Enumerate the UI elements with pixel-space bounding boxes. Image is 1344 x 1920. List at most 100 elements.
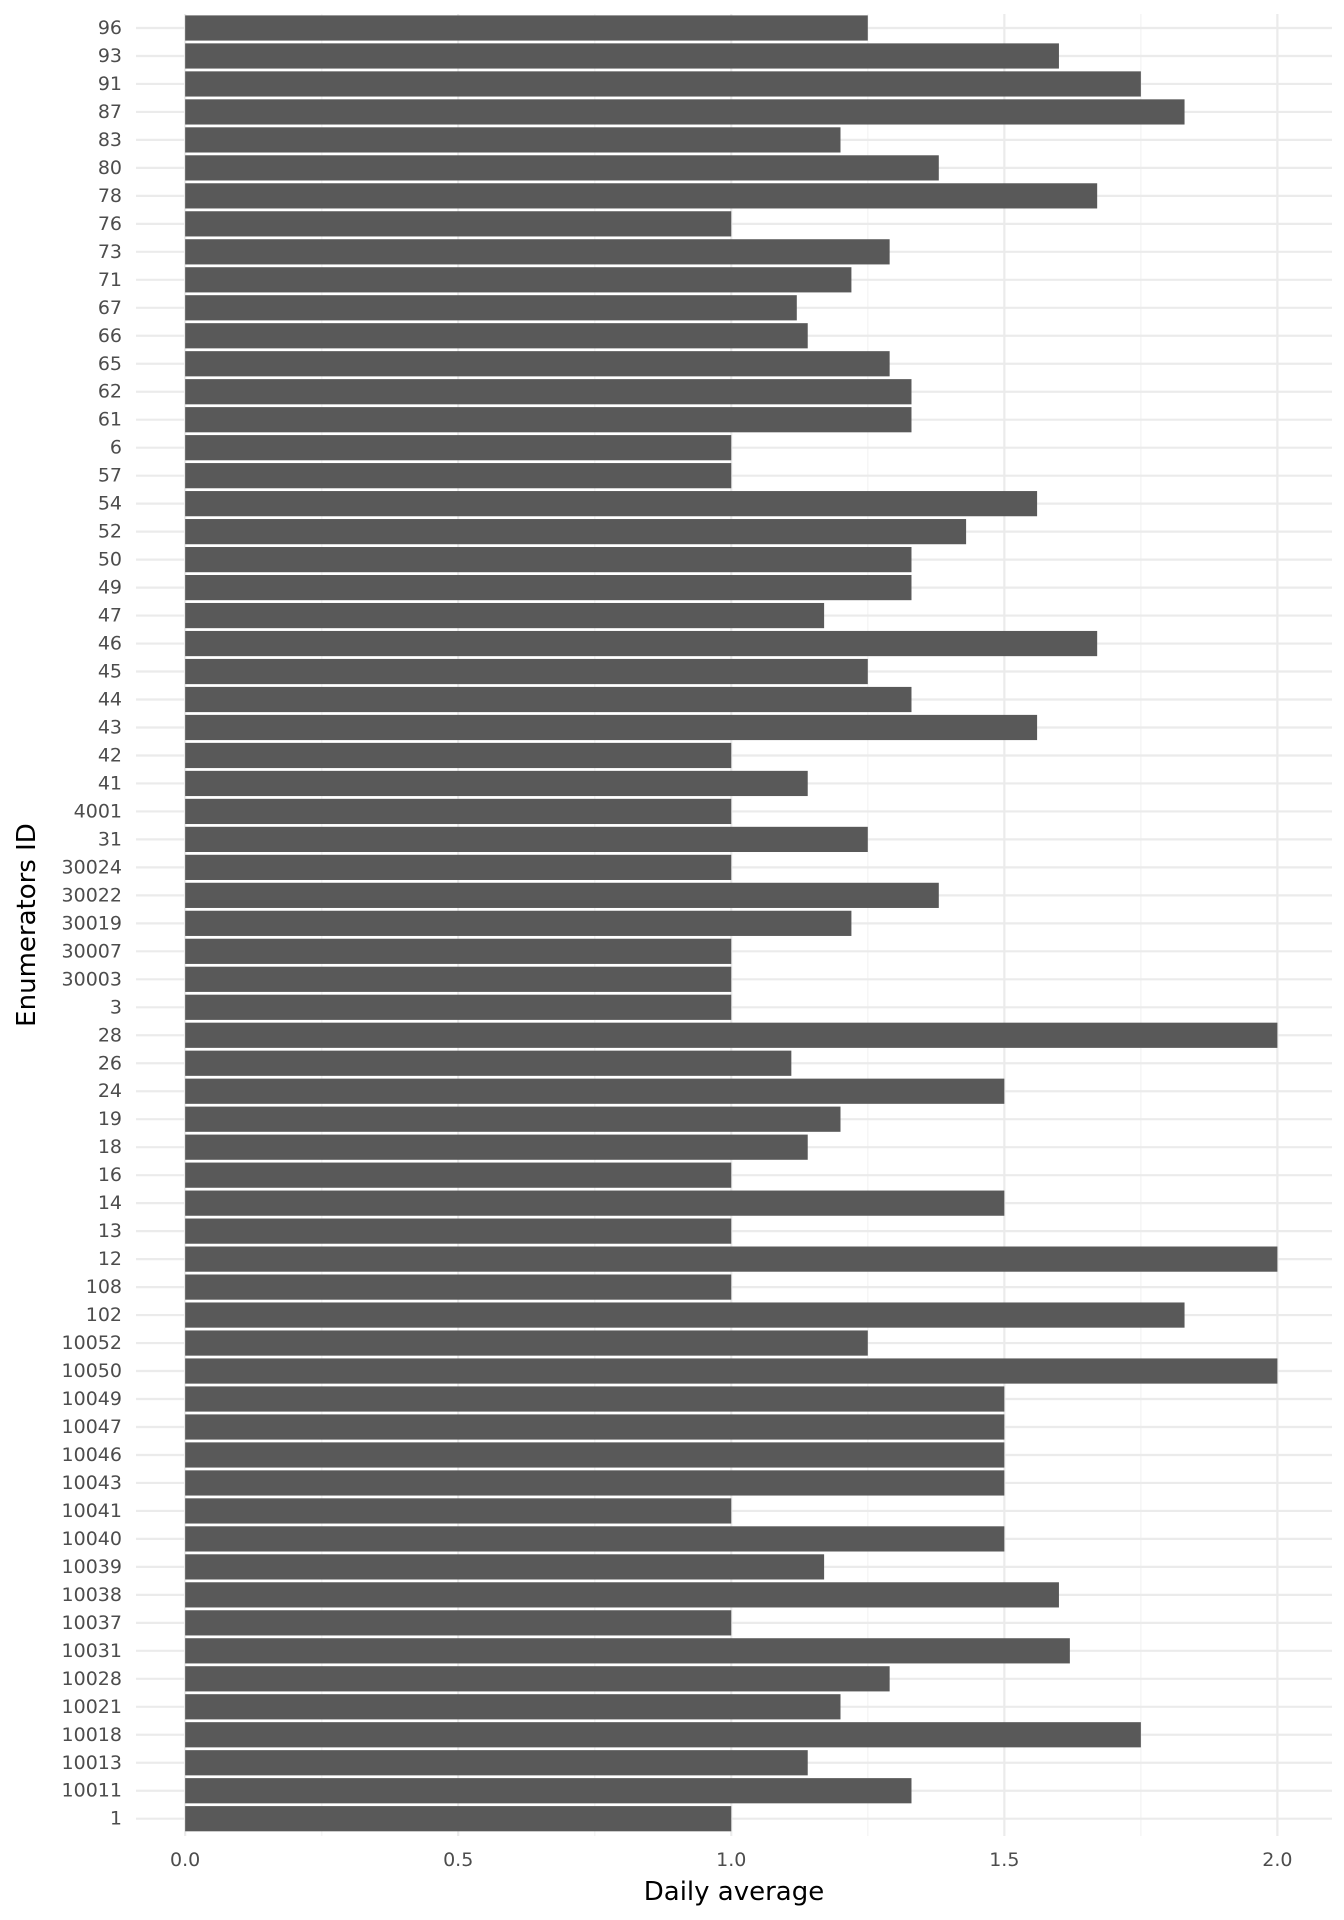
y-tick-label: 41 xyxy=(98,772,122,794)
bar-30019 xyxy=(185,910,852,936)
y-tick-label: 10018 xyxy=(62,1724,122,1746)
bar-43 xyxy=(185,714,1038,741)
bar-102 xyxy=(185,1302,1185,1328)
y-tick-label: 10043 xyxy=(62,1472,122,1494)
bar-10038 xyxy=(185,1582,1059,1608)
y-tick-label: 18 xyxy=(98,1136,122,1158)
bar-66 xyxy=(185,323,808,349)
y-tick-label: 108 xyxy=(86,1276,122,1298)
y-tick-label: 87 xyxy=(98,101,122,123)
y-tick-label: 6 xyxy=(110,437,122,459)
y-tick-label: 13 xyxy=(98,1220,122,1242)
y-tick-label: 10013 xyxy=(62,1752,122,1774)
y-tick-label: 30024 xyxy=(62,856,122,878)
bar-30007 xyxy=(185,938,732,964)
y-axis-tick-labels: 9693918783807876737167666562616575452504… xyxy=(62,17,122,1830)
bar-10013 xyxy=(185,1750,808,1776)
y-tick-label: 30019 xyxy=(62,912,122,934)
bar-31 xyxy=(185,826,868,853)
bar-10049 xyxy=(185,1386,1005,1412)
bar-44 xyxy=(185,686,912,713)
y-tick-label: 73 xyxy=(98,241,122,263)
bar-91 xyxy=(185,71,1141,97)
bar-41 xyxy=(185,770,808,797)
y-tick-label: 96 xyxy=(98,17,122,39)
bars xyxy=(185,15,1278,1832)
bar-3 xyxy=(185,994,732,1020)
bar-49 xyxy=(185,574,912,601)
y-tick-label: 76 xyxy=(98,213,122,235)
y-axis-title: Enumerators ID xyxy=(12,823,42,1027)
bar-18 xyxy=(185,1134,808,1160)
y-tick-label: 93 xyxy=(98,45,122,67)
bar-52 xyxy=(185,519,967,545)
y-tick-label: 30007 xyxy=(62,940,122,962)
y-tick-label: 30003 xyxy=(62,968,122,990)
bar-47 xyxy=(185,602,825,629)
x-tick-label: 0.0 xyxy=(170,1849,200,1871)
y-tick-label: 102 xyxy=(86,1304,122,1326)
y-tick-label: 31 xyxy=(98,828,122,850)
bar-10028 xyxy=(185,1666,890,1692)
bar-83 xyxy=(185,127,841,153)
bar-80 xyxy=(185,155,939,181)
bar-62 xyxy=(185,379,912,405)
y-tick-label: 19 xyxy=(98,1108,122,1130)
y-tick-label: 46 xyxy=(98,633,122,655)
y-tick-label: 26 xyxy=(98,1052,122,1074)
y-tick-label: 16 xyxy=(98,1164,122,1186)
bar-61 xyxy=(185,407,912,433)
bar-10037 xyxy=(185,1610,732,1636)
x-tick-label: 1.0 xyxy=(716,1849,746,1871)
y-tick-label: 24 xyxy=(98,1080,122,1102)
bar-50 xyxy=(185,547,912,573)
bar-10011 xyxy=(185,1778,912,1804)
bar-13 xyxy=(185,1218,732,1244)
bar-16 xyxy=(185,1162,732,1188)
y-tick-label: 1 xyxy=(110,1808,122,1830)
y-tick-label: 44 xyxy=(98,689,122,711)
bar-46 xyxy=(185,630,1098,657)
y-tick-label: 10011 xyxy=(62,1780,122,1802)
y-tick-label: 62 xyxy=(98,381,122,403)
bar-6 xyxy=(185,435,732,461)
y-tick-label: 57 xyxy=(98,465,122,487)
y-tick-label: 10028 xyxy=(62,1668,122,1690)
y-tick-label: 10041 xyxy=(62,1500,122,1522)
y-tick-label: 54 xyxy=(98,493,122,515)
bar-1 xyxy=(185,1806,732,1832)
bar-12 xyxy=(185,1246,1278,1272)
y-tick-label: 47 xyxy=(98,605,122,627)
bar-10043 xyxy=(185,1470,1005,1496)
bar-96 xyxy=(185,15,868,41)
bar-10021 xyxy=(185,1694,841,1720)
bar-54 xyxy=(185,491,1038,517)
y-tick-label: 61 xyxy=(98,409,122,431)
x-axis-title: Daily average xyxy=(644,1877,825,1907)
bar-10047 xyxy=(185,1414,1005,1440)
y-tick-label: 14 xyxy=(98,1192,122,1214)
y-tick-label: 67 xyxy=(98,297,122,319)
y-tick-label: 3 xyxy=(110,996,122,1018)
bar-26 xyxy=(185,1050,792,1076)
bar-10039 xyxy=(185,1554,825,1580)
y-tick-label: 71 xyxy=(98,269,122,291)
bar-10046 xyxy=(185,1442,1005,1468)
y-tick-label: 42 xyxy=(98,744,122,766)
y-tick-label: 10040 xyxy=(62,1528,122,1550)
bar-57 xyxy=(185,463,732,489)
bar-73 xyxy=(185,239,890,265)
y-tick-label: 50 xyxy=(98,549,122,571)
bar-28 xyxy=(185,1022,1278,1048)
y-tick-label: 66 xyxy=(98,325,122,347)
y-tick-label: 12 xyxy=(98,1248,122,1270)
bar-87 xyxy=(185,99,1185,125)
bar-42 xyxy=(185,742,732,769)
y-tick-label: 49 xyxy=(98,577,122,599)
y-tick-label: 28 xyxy=(98,1024,122,1046)
bar-4001 xyxy=(185,798,732,825)
y-tick-label: 78 xyxy=(98,185,122,207)
bar-24 xyxy=(185,1078,1005,1104)
bar-14 xyxy=(185,1190,1005,1216)
